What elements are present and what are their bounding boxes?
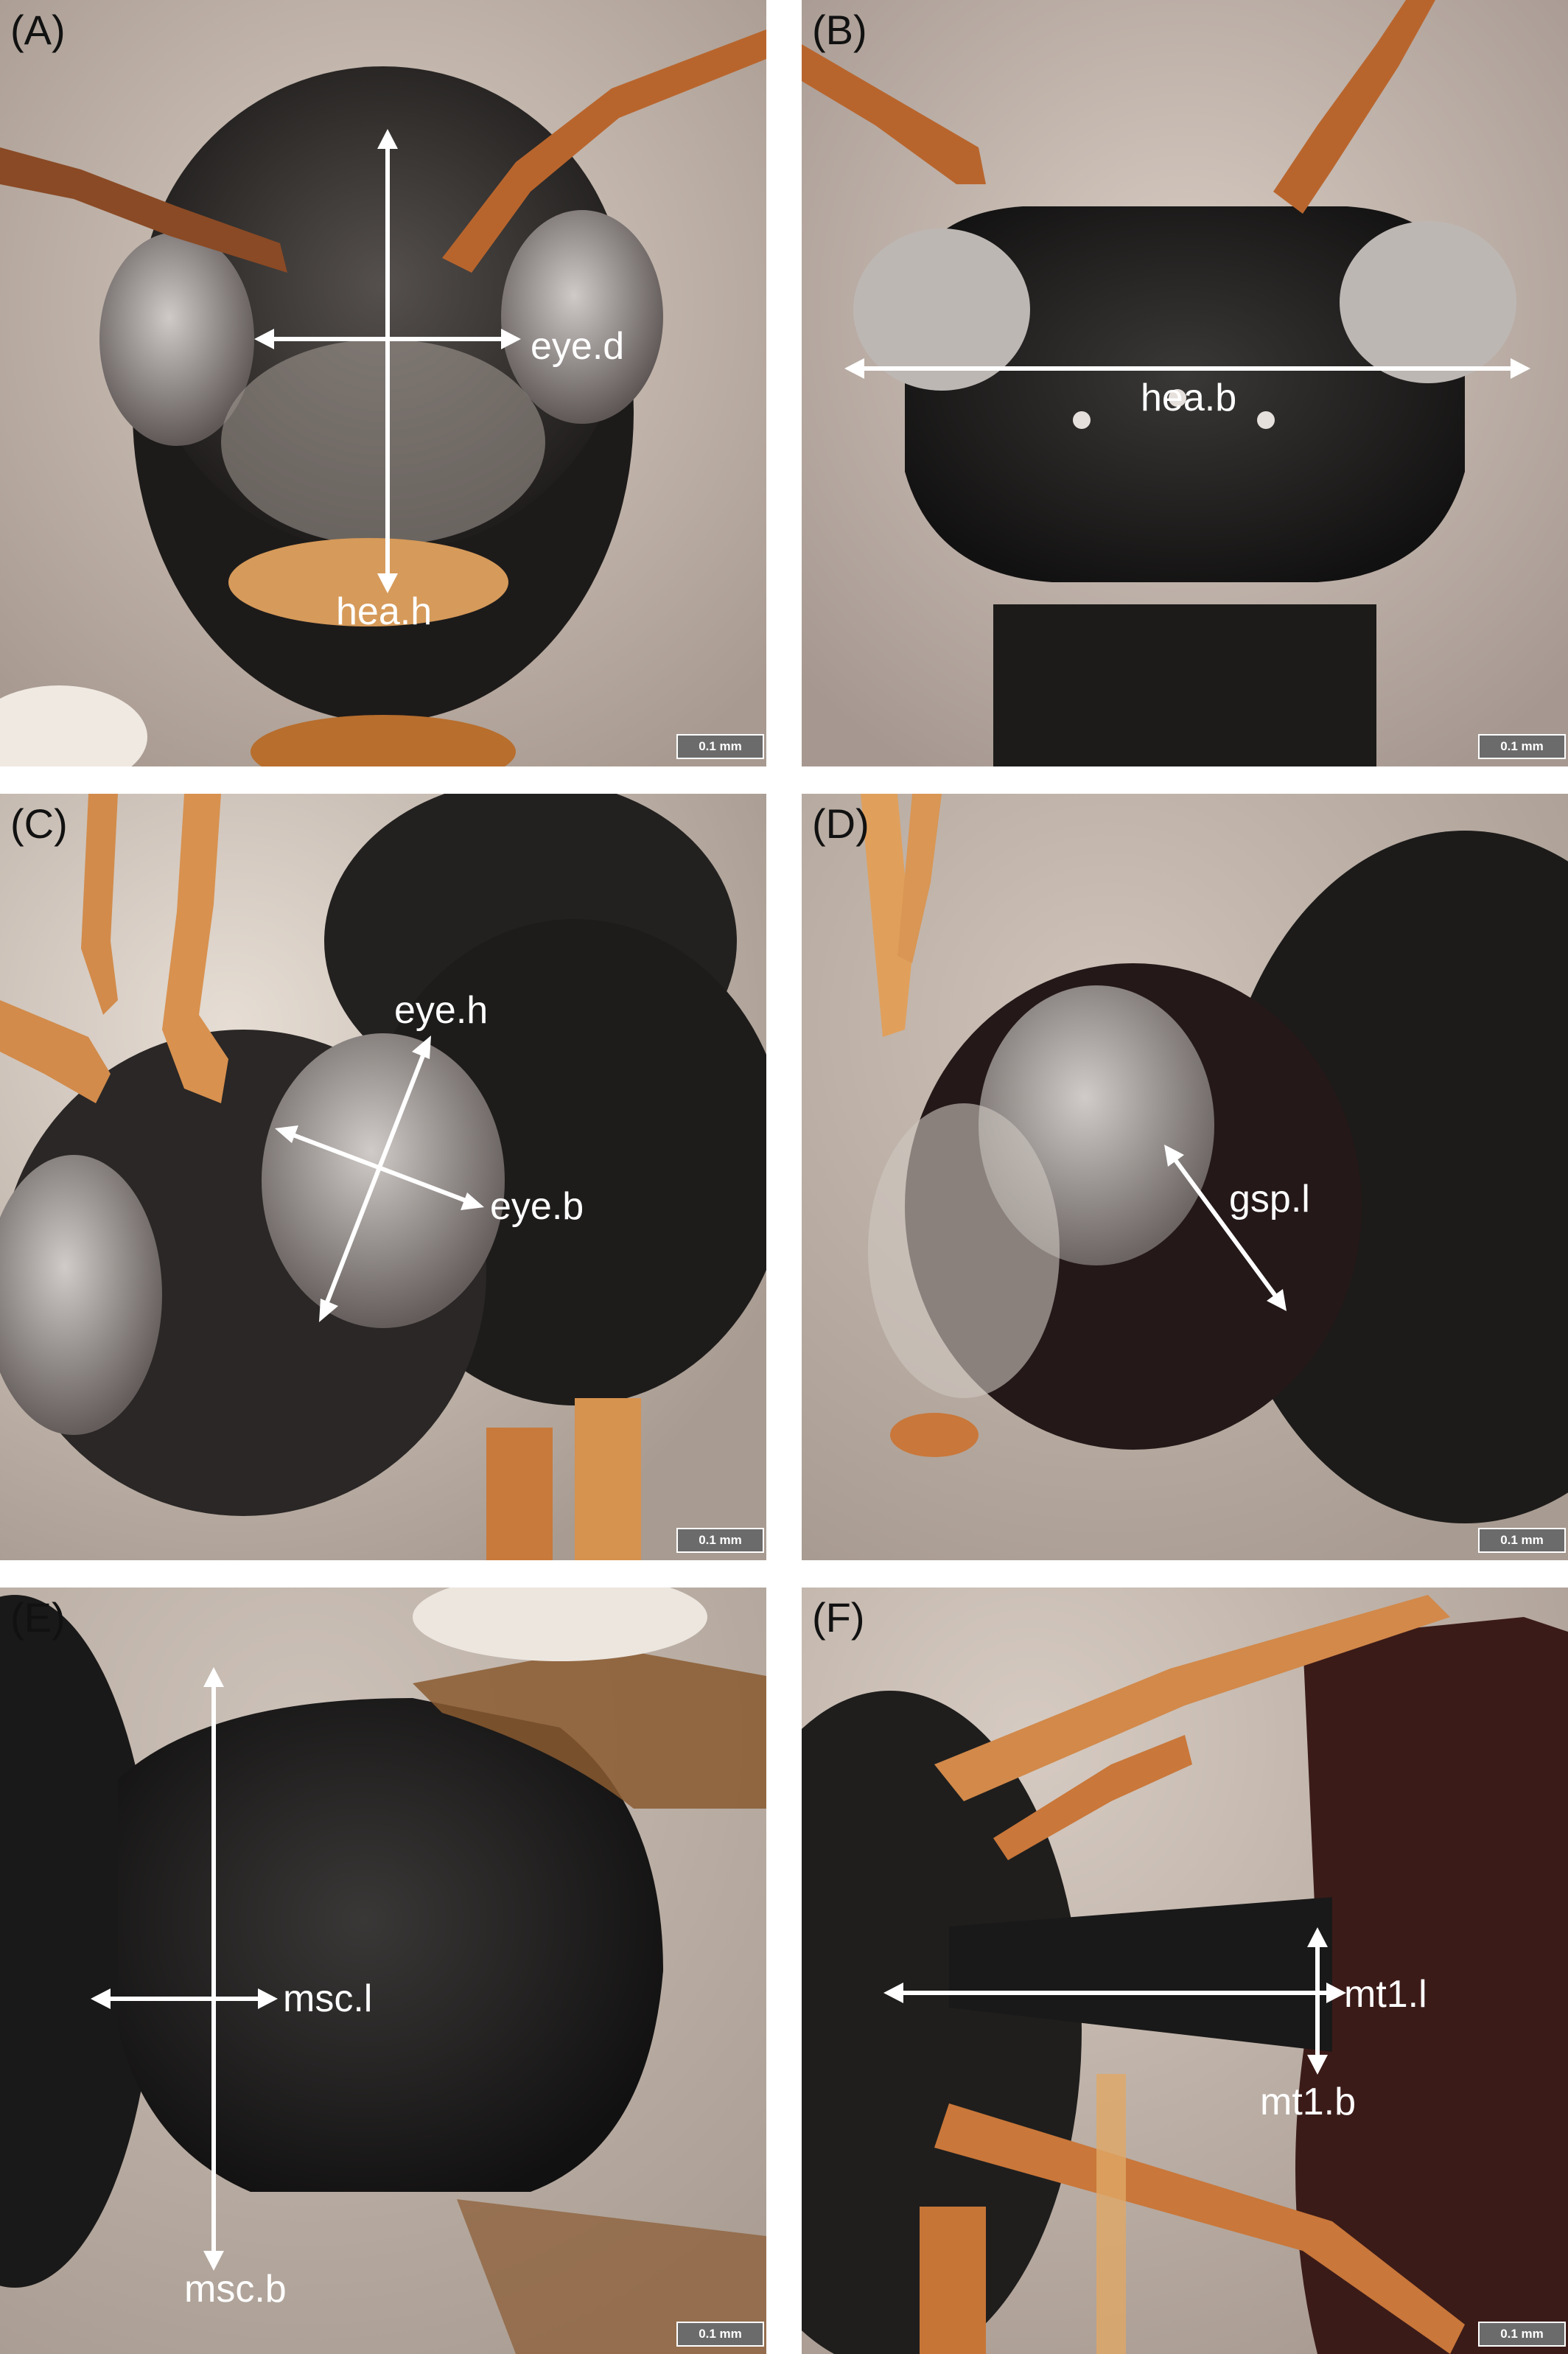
panel-c-letter: (C) [10,800,68,847]
label-mt1-b: mt1.b [1260,2081,1357,2123]
panel-d-photo [802,794,1568,1560]
panel-a-scale-bar: 0.1 mm [676,734,764,759]
panel-e-letter: (E) [10,1594,66,1641]
panel-d-scale-bar: 0.1 mm [1478,1528,1566,1553]
panel-b-scale-bar: 0.1 mm [1478,734,1566,759]
label-msc-l: msc.l [283,1977,373,2020]
panel-c-photo [0,794,766,1560]
label-eye-b: eye.b [490,1185,584,1228]
label-gsp-l: gsp.l [1229,1178,1310,1220]
label-msc-b: msc.b [184,2268,287,2311]
panel-f-photo [802,1588,1568,2354]
panel-d: (D) gsp.l 0.1 mm [802,794,1568,1560]
panel-f-scale-bar: 0.1 mm [1478,2322,1566,2347]
panel-b-photo [802,0,1568,766]
panel-a: (A) eye.d hea.h 0.1 mm [0,0,766,766]
panel-c-scale-bar: 0.1 mm [676,1528,764,1553]
panel-a-photo [0,0,766,766]
label-eye-h: eye.h [394,989,489,1032]
panel-f-letter: (F) [812,1594,865,1641]
panel-b-letter: (B) [812,7,867,53]
label-hea-h: hea.h [336,590,433,633]
label-hea-b: hea.b [1141,377,1237,419]
panel-e-scale-bar: 0.1 mm [676,2322,764,2347]
panel-c: (C) eye.h eye.b 0.1 mm [0,794,766,1560]
panel-f: (F) mt1.l mt1.b 0.1 mm [802,1588,1568,2354]
label-eye-d: eye.d [531,325,625,368]
panel-e: (E) msc.l msc.b 0.1 mm [0,1588,766,2354]
label-mt1-l: mt1.l [1344,1973,1427,2016]
panel-b: (B) hea.b 0.1 mm [802,0,1568,766]
panel-a-letter: (A) [10,7,66,53]
panel-e-photo [0,1588,766,2354]
panel-d-letter: (D) [812,800,869,847]
